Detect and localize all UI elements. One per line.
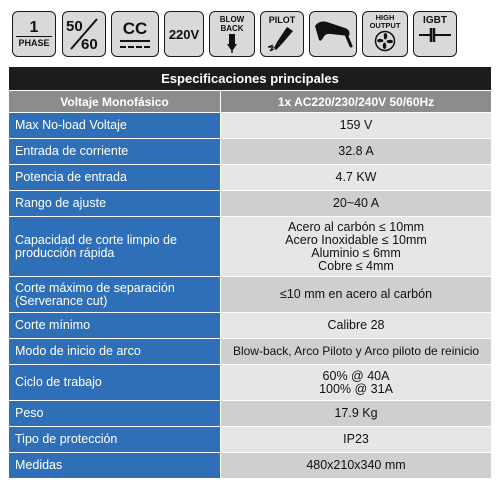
hz-top-text: 50 — [66, 18, 83, 35]
plasma-torch-icon — [315, 21, 353, 48]
row-value: Calibre 28 — [327, 318, 385, 332]
high-output-badge: HIGH OUTPUT — [362, 11, 408, 57]
row-value: 60% @ 40A — [322, 368, 390, 383]
table-row: Modo de inicio de arco Blow-back, Arco P… — [8, 338, 492, 365]
table-row: Tipo de protección IP23 — [8, 426, 492, 453]
row-value: IP23 — [343, 432, 369, 446]
current-type-text: CC — [122, 19, 148, 38]
dc-dashed-line-icon — [120, 46, 150, 48]
table-row: Ciclo de trabajo 60% @ 40A 100% @ 31A — [8, 364, 492, 401]
row-value: Aluminio ≤ 6mm — [311, 245, 401, 260]
table-row: Max No-load Voltaje 159 V — [8, 112, 492, 139]
row-value: 4.7 KW — [335, 170, 377, 184]
frequency-badge: 50 60 — [62, 11, 106, 57]
phase-number: 1 — [29, 18, 39, 36]
fan-icon — [374, 30, 396, 52]
blow-back-line-2: BACK — [220, 24, 244, 33]
row-value: ≤10 mm en acero al carbón — [279, 287, 433, 301]
hz-bottom-text: 60 — [81, 36, 98, 53]
row-label: Capacidad de corte limpio de — [15, 232, 177, 247]
row-label: producción rápida — [15, 245, 115, 260]
row-value: Blow-back, Arco Piloto y Arco piloto de … — [232, 344, 480, 358]
pilot-text: PILOT — [268, 15, 296, 25]
row-value: 17.9 Kg — [334, 406, 378, 420]
row-label: Max No-load Voltaje — [15, 118, 127, 132]
spec-table-title: Especificaciones principales — [8, 66, 492, 91]
transistor-icon — [419, 28, 451, 42]
row-value: Acero al carbón ≤ 10mm — [287, 219, 425, 234]
phase-label: PHASE — [16, 35, 52, 49]
row-label: Modo de inicio de arco — [15, 344, 141, 358]
table-row: Potencia de entrada 4.7 KW — [8, 164, 492, 191]
table-row: Rango de ajuste 20~40 A — [8, 190, 492, 217]
row-value: Cobre ≤ 4mm — [318, 258, 394, 273]
row-label: Medidas — [15, 458, 63, 472]
row-label: Rango de ajuste — [15, 196, 107, 210]
row-label: Entrada de corriente — [15, 144, 129, 158]
row-label: Corte mínimo — [15, 318, 91, 332]
igbt-badge: IGBT — [413, 11, 457, 57]
high-output-line-1: HIGH — [375, 13, 395, 22]
high-output-line-2: OUTPUT — [369, 21, 401, 30]
torch-tip-icon — [227, 34, 237, 53]
pilot-torch-icon — [267, 27, 293, 52]
row-value: Acero Inoxidable ≤ 10mm — [285, 232, 427, 247]
plasma-torch-badge — [309, 11, 357, 57]
table-row: Capacidad de corte limpio de producción … — [8, 216, 492, 277]
igbt-text: IGBT — [423, 15, 447, 26]
row-label: Potencia de entrada — [15, 170, 127, 184]
dc-solid-line-icon — [120, 40, 150, 42]
frequency-split-icon: 50 60 — [66, 18, 98, 53]
row-value: 100% @ 31A — [319, 381, 393, 396]
voltage-badge: 220V — [164, 11, 204, 57]
blow-back-line-1: BLOW — [219, 15, 245, 24]
voltage-text: 220V — [168, 26, 200, 42]
row-label: Ciclo de trabajo — [15, 375, 102, 389]
row-value: 20~40 A — [332, 196, 380, 210]
table-row: Entrada de corriente 32.8 A — [8, 138, 492, 165]
pilot-arc-badge: PILOT — [260, 11, 304, 57]
table-row: Corte mínimo Calibre 28 — [8, 312, 492, 339]
table-row: Peso 17.9 Kg — [8, 400, 492, 427]
row-value: 159 V — [339, 118, 373, 132]
row-label: (Serverance cut) — [15, 293, 108, 308]
blow-back-badge: BLOW BACK — [209, 11, 255, 57]
feature-badges: 1 PHASE 50 60 CC 220V BLOW BACK PILOT — [4, 11, 496, 57]
single-phase-badge: 1 PHASE — [12, 11, 56, 57]
table-row: Medidas 480x210x340 mm — [8, 452, 492, 479]
row-value: 32.8 A — [338, 144, 374, 158]
row-value: 480x210x340 mm — [306, 458, 406, 472]
header-value: 1x AC220/230/240V 50/60Hz — [220, 90, 492, 113]
row-label: Corte máximo de separación — [15, 280, 175, 295]
header-label: Voltaje Monofásico — [8, 90, 221, 113]
row-label: Tipo de protección — [15, 432, 118, 446]
constant-current-badge: CC — [111, 11, 159, 57]
row-label: Peso — [15, 406, 44, 420]
spec-table-header-row: Voltaje Monofásico 1x AC220/230/240V 50/… — [8, 90, 492, 113]
spec-table: Especificaciones principales Voltaje Mon… — [8, 66, 492, 479]
spec-table-title-row: Especificaciones principales — [8, 66, 492, 91]
table-row: Corte máximo de separación (Serverance c… — [8, 276, 492, 313]
